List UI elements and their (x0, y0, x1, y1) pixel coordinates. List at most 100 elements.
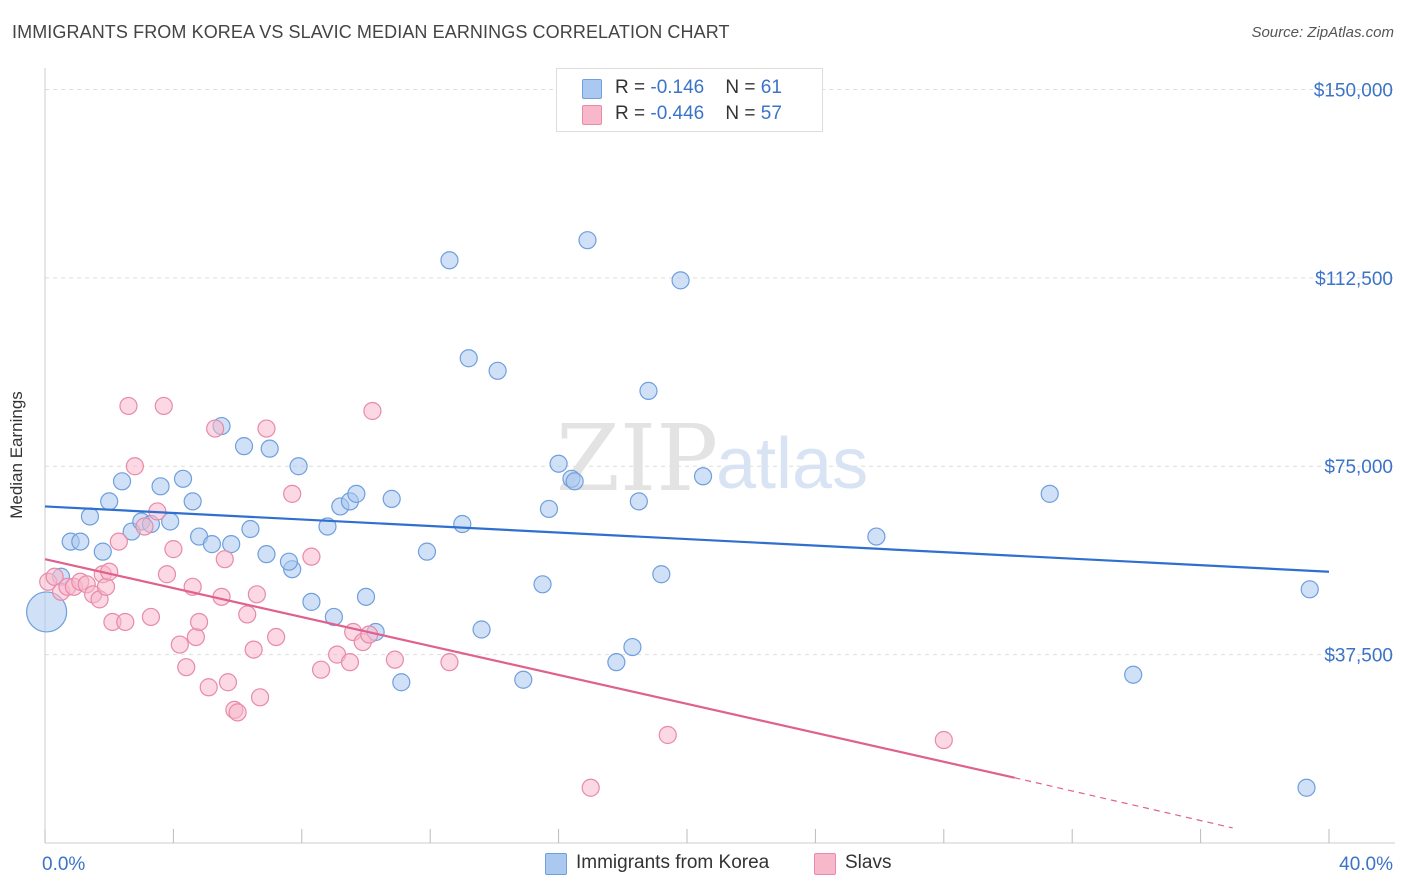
korea-point (539, 499, 559, 519)
legend-swatch-korea (582, 79, 602, 99)
korea-point (289, 457, 308, 476)
korea-point (607, 653, 626, 672)
korea-point (453, 514, 472, 534)
y-tick-label: $75,000 (1324, 457, 1393, 478)
korea-point (1040, 484, 1059, 503)
slavs-point (267, 627, 286, 647)
slavs-point (228, 703, 247, 722)
korea-point (867, 527, 886, 546)
korea-point (173, 469, 193, 488)
slavs-trend-extension (1014, 777, 1233, 829)
slavs-point (189, 612, 209, 632)
slavs-point (311, 660, 331, 679)
y-tick-label: $112,500 (1315, 269, 1393, 290)
korea-point (279, 552, 299, 571)
axes (44, 68, 1395, 844)
legend-r-label: R = (615, 103, 651, 124)
slavs-point (218, 673, 238, 692)
korea-point (514, 670, 533, 689)
korea-point (533, 575, 552, 594)
correlation-legend: R = -0.146 N = 61 R = -0.446 N = 57 (556, 68, 823, 132)
slavs-point (135, 517, 154, 536)
slavs-trend-line (44, 558, 1015, 779)
korea-point (347, 484, 366, 503)
legend-swatch-slavs (814, 853, 836, 875)
legend-label-korea: Immigrants from Korea (576, 852, 770, 873)
korea-point (549, 454, 568, 473)
legend-text-slavs: R = -0.446 N = 57 (615, 103, 782, 125)
slavs-point (385, 650, 404, 669)
korea-point (93, 542, 112, 561)
korea-point (234, 437, 254, 456)
slavs-point (302, 547, 321, 566)
chart-title: IMMIGRANTS FROM KOREA VS SLAVIC MEDIAN E… (12, 22, 730, 42)
grid (45, 88, 1395, 656)
x-tick-label-min: 0.0% (42, 854, 85, 875)
korea-point (183, 492, 202, 511)
legend-swatch-slavs (582, 105, 602, 125)
slavs-point (109, 532, 128, 551)
korea-point (302, 592, 321, 611)
slavs-point (119, 396, 138, 416)
slavs-point (244, 640, 263, 659)
korea-point (392, 673, 411, 692)
slavs-point (116, 612, 135, 632)
slavs-point (247, 585, 266, 604)
slavs-point (206, 419, 225, 438)
korea-point (1297, 778, 1316, 797)
slavs-point (45, 567, 64, 586)
slavs-point (363, 401, 382, 421)
korea-point (459, 349, 478, 368)
korea-point (100, 492, 119, 511)
x-tick-label-max: 40.0% (1339, 854, 1393, 875)
legend-text-korea: R = -0.146 N = 61 (615, 77, 782, 99)
slavs-point (215, 550, 234, 569)
korea-point (693, 467, 713, 486)
slavs-point (170, 635, 189, 654)
korea-point (629, 492, 648, 511)
korea-point (440, 251, 459, 270)
slavs-point (164, 540, 183, 559)
tick-labels: $37,500 $75,000 $112,500 $150,000 0.0% 40.0% (42, 80, 1393, 875)
korea-point (623, 637, 642, 657)
y-tick-label: $37,500 (1324, 646, 1393, 667)
korea-point (1300, 580, 1319, 599)
legend-n-value-korea: 61 (760, 77, 782, 98)
slavs-point (440, 653, 459, 672)
slavs-point (934, 730, 953, 750)
trend-lines (44, 505, 1330, 829)
korea-point (26, 591, 68, 633)
korea-point (417, 542, 437, 561)
slavs-point (125, 457, 144, 476)
slavs-point (581, 778, 600, 797)
korea-point (318, 517, 337, 536)
legend-r-value-korea: -0.146 (650, 77, 705, 98)
legend-n-label: N = (725, 103, 761, 124)
korea-point (356, 587, 376, 606)
legend-swatch-korea (545, 853, 567, 875)
korea-point (80, 507, 100, 526)
slavs-point (238, 605, 257, 624)
korea-point (222, 535, 241, 554)
korea-point (202, 535, 222, 554)
slavs-point (250, 688, 270, 707)
slavs-point (157, 565, 177, 584)
slavs-point (257, 419, 276, 438)
slavs-point (141, 607, 161, 627)
slavs-point (199, 678, 218, 697)
korea-point (565, 472, 584, 491)
korea-point (151, 477, 170, 496)
slavs-point (154, 396, 173, 416)
korea-point (639, 381, 658, 400)
source-label: Source: ZipAtlas.com (1251, 24, 1394, 41)
slavs-point (340, 653, 360, 672)
korea-point (257, 545, 276, 564)
slavs-point (186, 627, 205, 647)
slavs-point (177, 658, 196, 677)
legend-r-value-slavs: -0.446 (650, 103, 705, 124)
y-axis-title: Median Earnings (7, 391, 26, 519)
korea-point (112, 472, 132, 491)
korea-point (71, 532, 90, 551)
korea-point (488, 361, 507, 380)
legend-n-label: N = (725, 77, 761, 98)
